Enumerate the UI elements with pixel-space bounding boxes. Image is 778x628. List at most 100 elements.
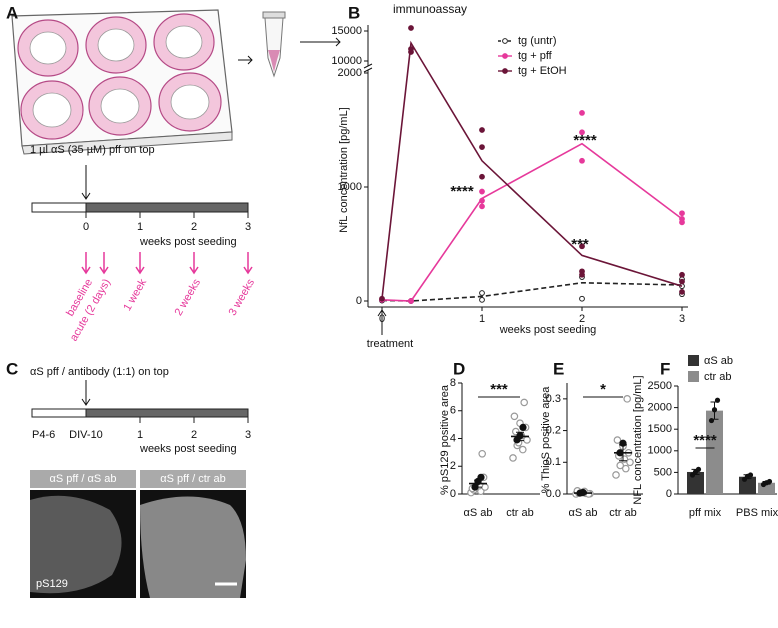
panel-letter: C <box>6 359 18 378</box>
x-annotation: treatment <box>367 338 413 350</box>
legend-marker <box>502 68 508 74</box>
replicate-point <box>679 288 685 295</box>
x-tick-label: αS ab <box>464 507 493 519</box>
y-tick-label: 10000 <box>331 55 362 67</box>
x-tick-label: 2 <box>579 313 585 325</box>
replicate-point <box>623 395 632 403</box>
replicate-point <box>478 449 487 458</box>
series-line <box>381 142 683 302</box>
significance: *** <box>571 236 589 253</box>
image-label: αS pff / ctr ab <box>160 473 225 485</box>
bar <box>739 476 756 494</box>
bar <box>758 482 775 494</box>
significance: **** <box>573 132 597 149</box>
replicate-point <box>714 397 721 403</box>
x-axis-label: weeks post seeding <box>499 324 597 336</box>
y-axis <box>363 25 373 307</box>
bar <box>706 410 723 494</box>
legend-label: ctr ab <box>704 371 732 383</box>
replicate-point <box>579 157 585 164</box>
x-tick-label: PBS mix <box>736 507 778 519</box>
y-tick-label: 2000 <box>338 67 362 79</box>
replicate-point <box>579 110 585 116</box>
y-tick-label: 0.0 <box>546 488 561 500</box>
legend-swatch <box>688 355 699 366</box>
well-plate <box>11 9 233 155</box>
error-bar <box>516 431 524 442</box>
bar <box>687 471 704 494</box>
x-tick-label: 1 <box>479 313 485 325</box>
tissue <box>140 496 246 598</box>
replicate-point <box>621 464 630 473</box>
significance: *** <box>490 381 508 398</box>
replicate-point <box>747 472 754 478</box>
y-tick-label: 0.3 <box>546 393 561 405</box>
replicate-point <box>679 210 685 217</box>
replicate-point <box>626 458 634 467</box>
y-tick-label: 1000 <box>338 181 362 193</box>
replicate-point <box>579 295 585 302</box>
image-label: αS pff / αS ab <box>50 473 117 485</box>
y-axis-label: NfL concentration [pg/mL] <box>338 107 350 233</box>
timeline-tick-label: 3 <box>245 429 251 441</box>
replicate-point <box>408 49 414 55</box>
replicate-point <box>379 295 385 302</box>
timeline-tick-label: 1 <box>137 221 143 233</box>
y-tick-label: 6 <box>450 405 456 417</box>
y-tick-label: 2000 <box>648 402 672 414</box>
y-tick-label: 8 <box>450 377 456 389</box>
timeline-pre <box>31 408 87 418</box>
timeline-tick-label: 1 <box>137 429 143 441</box>
replicate-point <box>408 298 414 304</box>
timeline-tick-label: 2 <box>191 221 197 233</box>
significance: **** <box>693 432 717 449</box>
timepoint-label: 2 weeks <box>173 277 204 318</box>
replicate-point <box>520 398 529 407</box>
x-tick-label: pff mix <box>689 507 722 519</box>
arrow <box>81 165 91 200</box>
y-axis-label: % pS129 positive area <box>439 384 451 495</box>
treatment-arrow <box>377 309 387 335</box>
replicate-point <box>711 407 718 413</box>
timeline-label: weeks post seeding <box>139 443 237 455</box>
image-header <box>140 470 246 488</box>
tissue <box>30 495 122 594</box>
replicate-point <box>708 417 715 424</box>
replicate-point <box>616 461 625 470</box>
replicate-point <box>518 445 527 454</box>
panel-letter: E <box>553 359 564 378</box>
legend-label: tg + pff <box>518 50 553 62</box>
timeline-start: P4-6 <box>32 429 55 441</box>
legend-marker <box>502 53 508 59</box>
timepoint-arrows <box>81 252 253 275</box>
replicate-point <box>408 25 414 31</box>
image-header <box>30 470 136 488</box>
treatment-label: αS pff / antibody (1:1) on top <box>30 366 169 378</box>
y-tick-label: 2500 <box>648 380 672 392</box>
timeline <box>85 408 249 418</box>
arrow <box>81 380 91 406</box>
replicate-point <box>510 412 519 421</box>
y-tick-label: 0 <box>356 295 362 307</box>
y-tick-label: 500 <box>654 466 672 478</box>
y-tick-label: 4 <box>450 432 456 444</box>
y-tick-label: 0.1 <box>546 456 561 468</box>
y-axis-label: % ThioS positive area <box>540 386 552 494</box>
x-tick-label: ctr ab <box>609 507 637 519</box>
replicate-point <box>479 197 485 204</box>
x-tick-label: ctr ab <box>506 507 534 519</box>
significance: * <box>600 381 606 398</box>
legend-label: αS ab <box>704 355 733 367</box>
panel-letter: D <box>453 359 465 378</box>
timepoint-label: 3 weeks <box>227 277 258 318</box>
replicate-point <box>695 466 702 472</box>
treatment-label: 1 µl αS (35 µM) pff on top <box>30 144 155 156</box>
replicate-point <box>479 203 485 210</box>
legend-label: tg + EtOH <box>518 65 567 77</box>
timeline-tick-label: 0 <box>83 221 89 233</box>
replicate-point <box>612 471 620 479</box>
panel-letter: F <box>660 359 670 378</box>
chart-title: immunoassay <box>393 2 467 16</box>
error-bar <box>619 444 627 462</box>
error-bar <box>579 491 587 495</box>
